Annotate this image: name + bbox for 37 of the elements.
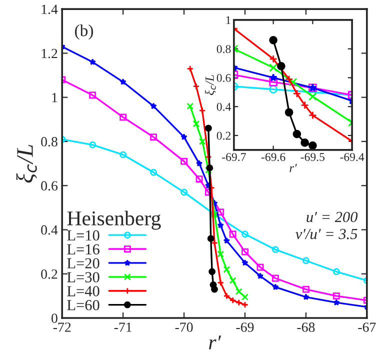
y-tick-label: 0.2 [216, 132, 231, 140]
legend-label: L=30 [67, 272, 100, 282]
y-tick-label: 1.2 [42, 48, 58, 58]
x-axis-title: r′ [290, 164, 297, 172]
y-tick-label: 0.2 [41, 269, 58, 279]
x-tick-label: -69.5 [300, 153, 325, 162]
y-axis-title: ξ$_{c}$/L [16, 144, 37, 183]
x-axis-title: r′ [209, 336, 222, 350]
x-tick-label: -67 [358, 322, 376, 332]
y-tick-label: 0.4 [216, 102, 231, 111]
legend-label: L=16 [67, 244, 100, 255]
y-tick-label: 1.4 [42, 4, 58, 14]
annotation: v′/u′ = 3.5 [296, 228, 358, 240]
x-tick-label: -71 [114, 322, 132, 332]
legend-label: L=20 [67, 258, 100, 268]
x-tick-label: -69.4 [340, 153, 364, 162]
legend-label: L=40 [67, 286, 100, 296]
annotation: (b) [75, 24, 93, 40]
legend-label: L=60 [67, 300, 100, 310]
x-tick-label: -69.7 [222, 153, 246, 162]
x-tick-label: -72 [53, 322, 71, 332]
y-tick-label: 1 [226, 16, 230, 24]
x-tick-label: -69.6 [261, 153, 286, 162]
y-tick-label: 1 [52, 92, 58, 102]
annotation: u′ = 200 [306, 212, 358, 222]
legend-title: Heisenberg [67, 210, 161, 230]
y-tick-label: 0.8 [41, 137, 58, 146]
y-tick-label: 0.6 [216, 74, 231, 82]
y-tick-label: 0.6 [41, 181, 58, 191]
y-axis-title: ξ$_{c}$/L [204, 75, 216, 96]
x-tick-label: -68 [297, 322, 315, 332]
y-tick-label: 0.4 [41, 225, 58, 235]
legend-label: L=10 [67, 230, 100, 241]
y-tick-label: 0 [52, 314, 58, 323]
y-tick-label: 0.8 [216, 45, 231, 54]
x-tick-label: -69 [236, 322, 254, 332]
x-tick-label: -70 [175, 322, 193, 332]
